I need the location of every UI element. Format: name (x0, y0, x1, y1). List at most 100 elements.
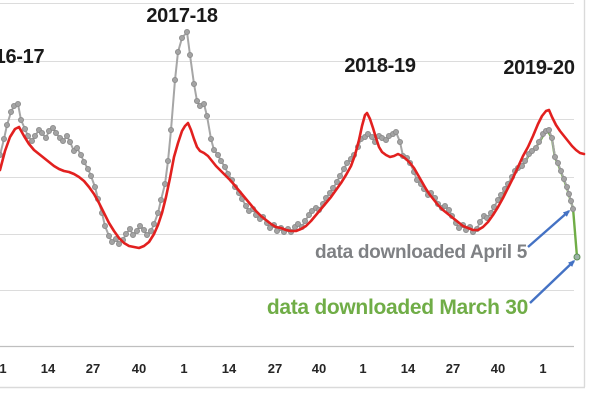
april5-gray-marker (210, 146, 217, 153)
april5-gray-marker (154, 209, 161, 216)
april5-gray-marker (178, 35, 185, 42)
april5-gray-marker (343, 159, 350, 166)
april5-gray-marker (329, 184, 336, 191)
april5-gray-marker (552, 153, 559, 160)
red-curve-line (0, 108, 586, 250)
april5-gray-marker (0, 152, 3, 158)
x-tick-label: 14 (40, 361, 56, 376)
april5-gray-marker (102, 222, 109, 229)
april5-gray-marker (333, 178, 340, 185)
april5-gray-marker (546, 127, 553, 134)
x-tick-label: 40 (131, 361, 147, 376)
april5-gray-marker (140, 226, 147, 233)
april5-gray-marker (21, 126, 28, 133)
april5-gray-line (0, 31, 574, 245)
april5-gray-marker (476, 218, 483, 225)
april5-gray-marker (455, 224, 462, 231)
april5-gray-marker (522, 157, 529, 164)
april5-gray-marker (43, 134, 50, 141)
x-tick-label: 1 (180, 361, 188, 376)
april5-gray-marker (39, 129, 46, 136)
april5-gray-marker (14, 101, 21, 108)
april5-gray-marker (133, 227, 140, 234)
april5-gray-marker (558, 167, 565, 174)
x-tick-label: 1 (0, 361, 7, 376)
season-label-2019-20: 2019-20 (503, 57, 575, 79)
april5-gray-marker (200, 101, 207, 108)
april5-gray-marker (214, 151, 221, 158)
x-tick-label: 1 (539, 361, 547, 376)
x-tick-label: 40 (311, 361, 327, 376)
april5-gray-marker (203, 113, 210, 120)
april5-gray-marker (217, 157, 224, 164)
march30-green-end-marker (573, 253, 581, 261)
april5-gray-marker (564, 183, 571, 190)
april5-gray-marker (78, 151, 85, 158)
april5-gray-marker (364, 130, 371, 137)
april5-gray-marker (566, 190, 573, 197)
season-label-2016-17: 2016-17 (0, 46, 45, 68)
april5-gray-marker (32, 132, 39, 139)
april5-gray-marker (549, 134, 556, 141)
april5-gray-marker (143, 231, 150, 238)
annotation-march30: data downloaded March 30 (266, 296, 528, 319)
april5-gray-marker (555, 159, 562, 166)
april5-gray-marker (167, 127, 174, 134)
april5-gray-marker (207, 135, 214, 142)
april5-gray-marker (127, 225, 134, 232)
april5-gray-marker (28, 137, 35, 144)
april5-gray-marker (46, 127, 53, 134)
april5-gray-marker (150, 220, 157, 227)
april5-gray-marker (1, 135, 7, 142)
april5-gray-marker (53, 129, 60, 136)
april5-gray-marker (301, 217, 308, 224)
april5-gray-marker (147, 227, 154, 234)
april5-gray-marker (340, 165, 347, 172)
april5-gray-marker (81, 158, 88, 165)
april5-gray-marker (382, 136, 389, 143)
x-tick-label: 1 (359, 361, 367, 376)
arrow-to-march30-endpoint (529, 259, 576, 304)
arrow-to-april5-endpoint (527, 210, 571, 248)
april5-gray-marker (186, 52, 193, 59)
april5-gray-marker (183, 28, 190, 35)
april5-gray-marker (92, 183, 99, 190)
x-tick-label: 14 (221, 361, 237, 376)
april5-gray-marker (17, 117, 24, 124)
april5-gray-marker (266, 224, 273, 231)
april5-gray-marker (164, 157, 171, 164)
april5-gray-marker (392, 128, 399, 135)
april5-gray-marker (294, 220, 301, 227)
april5-gray-marker (88, 172, 95, 179)
annotation-april5: data downloaded April 5 (315, 242, 527, 263)
april5-gray-marker (174, 49, 181, 56)
x-tick-label: 14 (400, 361, 416, 376)
x-tick-label: 27 (445, 361, 461, 376)
april5-gray-marker (445, 206, 452, 213)
x-axis-ticks: 1 14 27 40 1 14 27 40 1 14 27 40 1 (0, 361, 600, 383)
april5-gray-marker (7, 109, 14, 116)
april5-gray-marker (67, 138, 74, 145)
april5-gray-marker (106, 232, 113, 239)
april5-gray-marker (109, 238, 116, 245)
april5-gray-marker (529, 147, 536, 154)
x-tick-label: 40 (490, 361, 506, 376)
april5-gray-marker (396, 138, 403, 145)
april5-gray-marker (568, 197, 575, 204)
april5-gray-marker (60, 137, 67, 144)
april5-gray-marker (441, 202, 448, 209)
april5-gray-marker (221, 163, 228, 170)
april5-gray-marker (74, 144, 81, 151)
april5-gray-marker (157, 196, 164, 203)
april5-gray-marker (533, 144, 540, 151)
april5-gray-marker (561, 175, 568, 182)
april5-gray-marker (123, 230, 130, 237)
april5-gray-marker (116, 240, 123, 247)
april5-gray-marker (536, 138, 543, 145)
season-label-2017-18: 2017-18 (146, 5, 218, 27)
x-tick-label: 27 (267, 361, 283, 376)
april5-gray-marker (308, 207, 315, 214)
april5-gray-marker (50, 125, 57, 132)
